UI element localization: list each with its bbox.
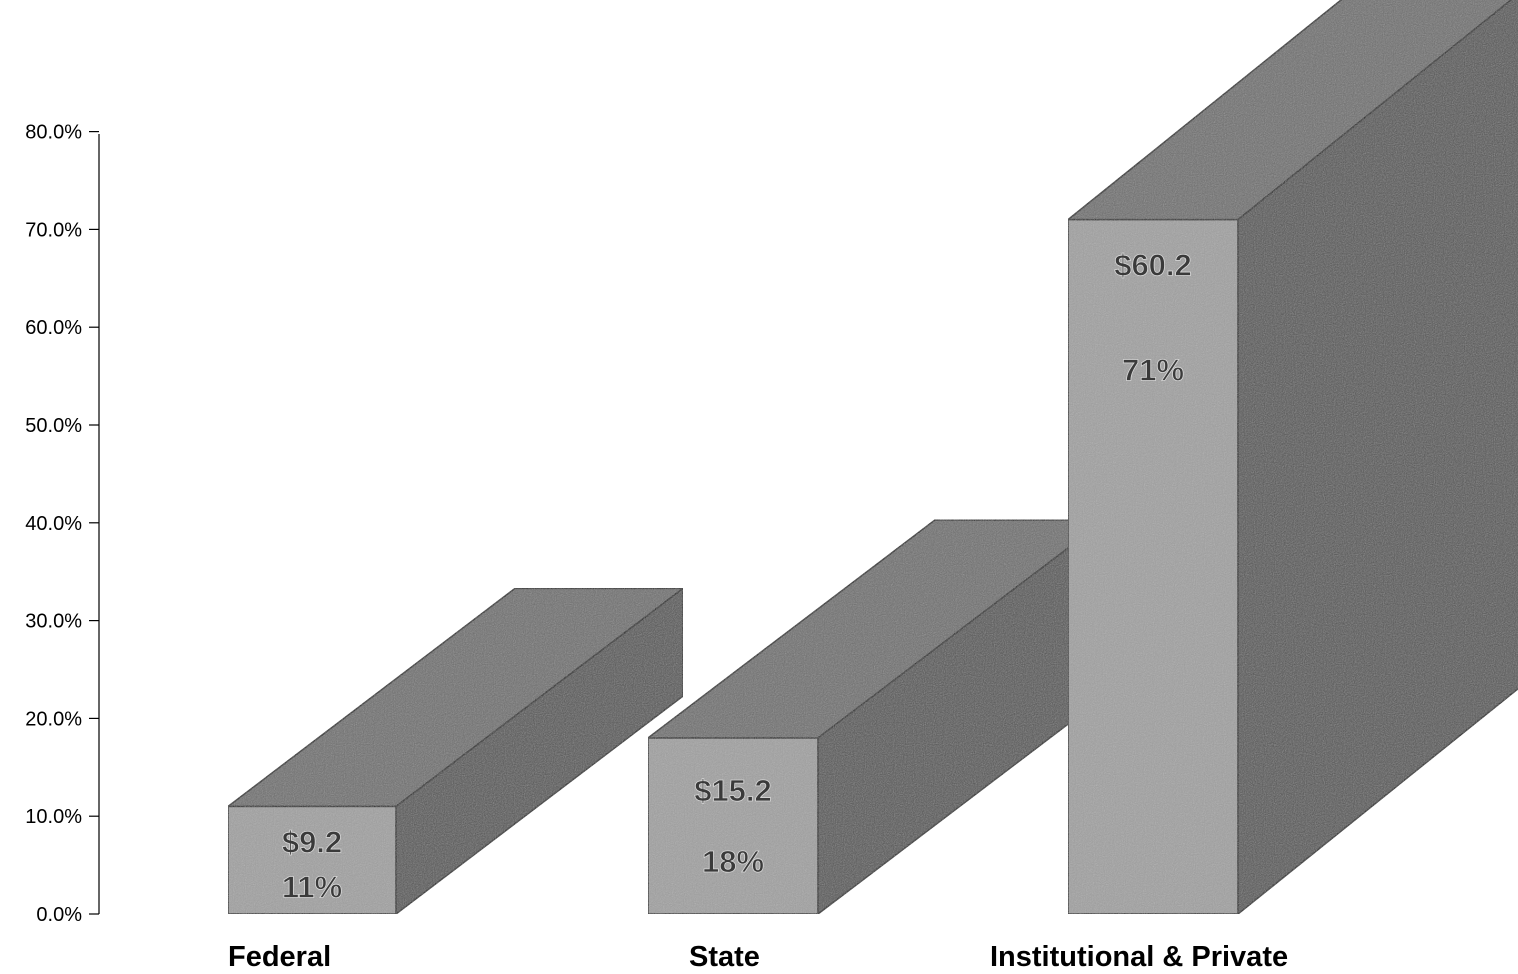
bars: $9.2 11% $15.2 18% $60.2 71% (225, 0, 1518, 916)
bar-3: $60.2 71% (1065, 0, 1518, 916)
bar-amount-label: $15.2 (694, 773, 772, 808)
bar-amount-label: $60.2 (1114, 248, 1192, 283)
category-label-federal: Federal (228, 941, 331, 973)
bar-1: $9.2 11% (225, 586, 686, 916)
category-label-state: State (689, 941, 760, 973)
bar-percent-label: 18% (702, 844, 764, 879)
y-tick-label: 80.0% (25, 122, 82, 144)
y-tick-label: 70.0% (25, 219, 82, 241)
bar-percent-label: 71% (1122, 353, 1184, 388)
bar-front-face (227, 805, 397, 915)
bar-2: $15.2 18% (645, 518, 1108, 916)
y-tick-label: 40.0% (25, 513, 82, 535)
bar-front-face (1067, 218, 1239, 915)
bar-front-face (647, 737, 819, 915)
y-tick-label: 0.0% (36, 904, 82, 926)
y-axis-ticks: 0.0% 10.0% 20.0% 30.0% 40.0% 50.0% 60.0% 70.0% 8… (25, 122, 99, 926)
y-tick-label: 50.0% (25, 415, 82, 437)
y-tick-label: 10.0% (25, 806, 82, 828)
bar-amount-label: $9.2 (282, 824, 342, 859)
bar-percent-label: 11% (282, 869, 342, 904)
y-tick-label: 60.0% (25, 317, 82, 339)
y-tick-label: 20.0% (25, 708, 82, 730)
category-label-institutional-private: Institutional & Private (990, 941, 1288, 973)
y-tick-label: 30.0% (25, 611, 82, 633)
